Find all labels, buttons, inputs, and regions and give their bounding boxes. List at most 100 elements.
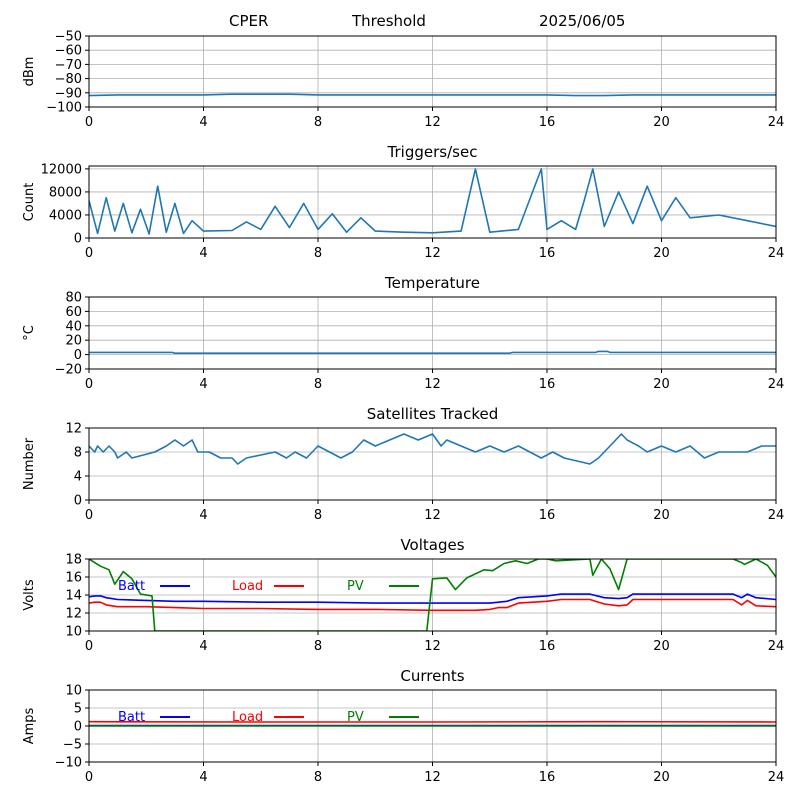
y-tick-label: 12000 (41, 162, 82, 177)
x-tick-label: 20 (653, 115, 670, 130)
panel-5: 0 4 8 12 16 20 24 10 12 14 16 18 Voltages Volts Batt Lo… (22, 536, 784, 654)
y-tick-label: −5 (63, 738, 82, 753)
panel-4: 0 4 8 12 16 20 24 0 4 8 12 Satellites Tracked Number (22, 405, 784, 523)
y-tick-label: −60 (55, 44, 82, 59)
x-tick-label: 8 (314, 246, 322, 261)
x-tick-label: 12 (424, 770, 441, 785)
x-tick-label: 16 (539, 639, 556, 654)
legend-label-pv: PV (347, 579, 364, 594)
y-tick-label: 14 (65, 589, 82, 604)
x-tick-label: 12 (424, 508, 441, 523)
x-tick-label: 20 (653, 246, 670, 261)
y-tick-label: −20 (55, 363, 82, 378)
x-tick-label: 8 (314, 639, 322, 654)
x-tick-label: 0 (85, 377, 93, 392)
y-tick-label: −50 (55, 30, 82, 45)
x-tick-label: 12 (424, 377, 441, 392)
y-tick-label: 80 (65, 291, 82, 306)
y-tick-label: 4000 (49, 208, 82, 223)
x-tick-label: 4 (199, 770, 207, 785)
y-axis-label: Count (22, 183, 37, 222)
x-tick-label: 24 (768, 639, 785, 654)
x-tick-label: 0 (85, 246, 93, 261)
y-tick-label: −90 (55, 86, 82, 101)
x-tick-label: 20 (653, 508, 670, 523)
x-tick-label: 24 (768, 770, 785, 785)
x-tick-label: 4 (199, 115, 207, 130)
x-tick-label: 24 (768, 115, 785, 130)
y-tick-label: 20 (65, 334, 82, 349)
series-line-2 (89, 168, 776, 235)
y-axis-label: °C (22, 325, 37, 341)
y-tick-label: −70 (55, 58, 82, 73)
legend-label-pv: PV (347, 710, 364, 725)
y-tick-label: 18 (65, 553, 82, 568)
x-tick-label: 16 (539, 377, 556, 392)
y-tick-label: 10 (65, 684, 82, 699)
y-tick-label: −10 (55, 756, 82, 771)
panel-6: 0 4 8 12 16 20 24 −10 −5 0 5 10 Currents Amps Batt Load… (22, 667, 784, 785)
header-site: CPER (229, 12, 269, 30)
x-tick-label: 24 (768, 508, 785, 523)
y-tick-label: 0 (74, 232, 82, 247)
legend-label-load: Load (232, 579, 263, 594)
y-axis-label: Number (22, 437, 37, 490)
y-axis-label: Volts (22, 579, 37, 611)
series-line-load (89, 598, 776, 612)
header-mode: Threshold (352, 12, 426, 30)
y-tick-label: 8 (74, 446, 82, 461)
y-tick-label: 60 (65, 305, 82, 320)
x-tick-label: 16 (539, 115, 556, 130)
legend-label-batt: Batt (118, 710, 145, 725)
chart-title: Temperature (384, 274, 480, 292)
x-tick-label: 0 (85, 115, 93, 130)
y-tick-label: 10 (65, 625, 82, 640)
y-tick-label: 5 (74, 702, 82, 717)
y-tick-label: 4 (74, 470, 82, 485)
y-axis-label: dBm (22, 57, 37, 87)
x-tick-label: 16 (539, 246, 556, 261)
y-tick-label: 12 (65, 422, 82, 437)
x-tick-label: 24 (768, 246, 785, 261)
y-tick-label: 12 (65, 607, 82, 622)
x-tick-label: 8 (314, 770, 322, 785)
legend-label-load: Load (232, 710, 263, 725)
series-line-1 (89, 93, 776, 97)
x-tick-label: 20 (653, 639, 670, 654)
x-tick-label: 16 (539, 508, 556, 523)
x-tick-label: 0 (85, 639, 93, 654)
x-tick-label: 12 (424, 246, 441, 261)
y-tick-label: 8000 (49, 185, 82, 200)
x-tick-label: 8 (314, 377, 322, 392)
series-line-4 (89, 433, 776, 465)
chart-title: Currents (400, 667, 464, 685)
chart-title: Satellites Tracked (367, 405, 498, 423)
panel-2: 0 4 8 12 16 20 24 0 4000 8000 12000 Triggers/sec Cou… (22, 143, 784, 261)
y-tick-label: 40 (65, 319, 82, 334)
header-date: 2025/06/05 (539, 12, 626, 30)
y-axis-label: Amps (22, 707, 37, 744)
y-tick-label: 0 (74, 494, 82, 509)
x-tick-label: 12 (424, 115, 441, 130)
x-tick-label: 16 (539, 770, 556, 785)
chart-title: Voltages (400, 536, 464, 554)
series-line-batt (89, 593, 776, 604)
y-tick-label: −80 (55, 72, 82, 87)
y-tick-label: 16 (65, 571, 82, 586)
x-tick-label: 12 (424, 639, 441, 654)
x-tick-label: 20 (653, 377, 670, 392)
x-tick-label: 4 (199, 639, 207, 654)
y-tick-label: 0 (74, 348, 82, 363)
x-tick-label: 8 (314, 508, 322, 523)
x-tick-label: 4 (199, 246, 207, 261)
series-line-3 (89, 350, 776, 355)
x-tick-label: 0 (85, 508, 93, 523)
x-tick-label: 20 (653, 770, 670, 785)
chart-title: Triggers/sec (387, 143, 478, 161)
series-line-pv (89, 559, 776, 631)
y-tick-label: 0 (74, 720, 82, 735)
x-tick-label: 4 (199, 377, 207, 392)
